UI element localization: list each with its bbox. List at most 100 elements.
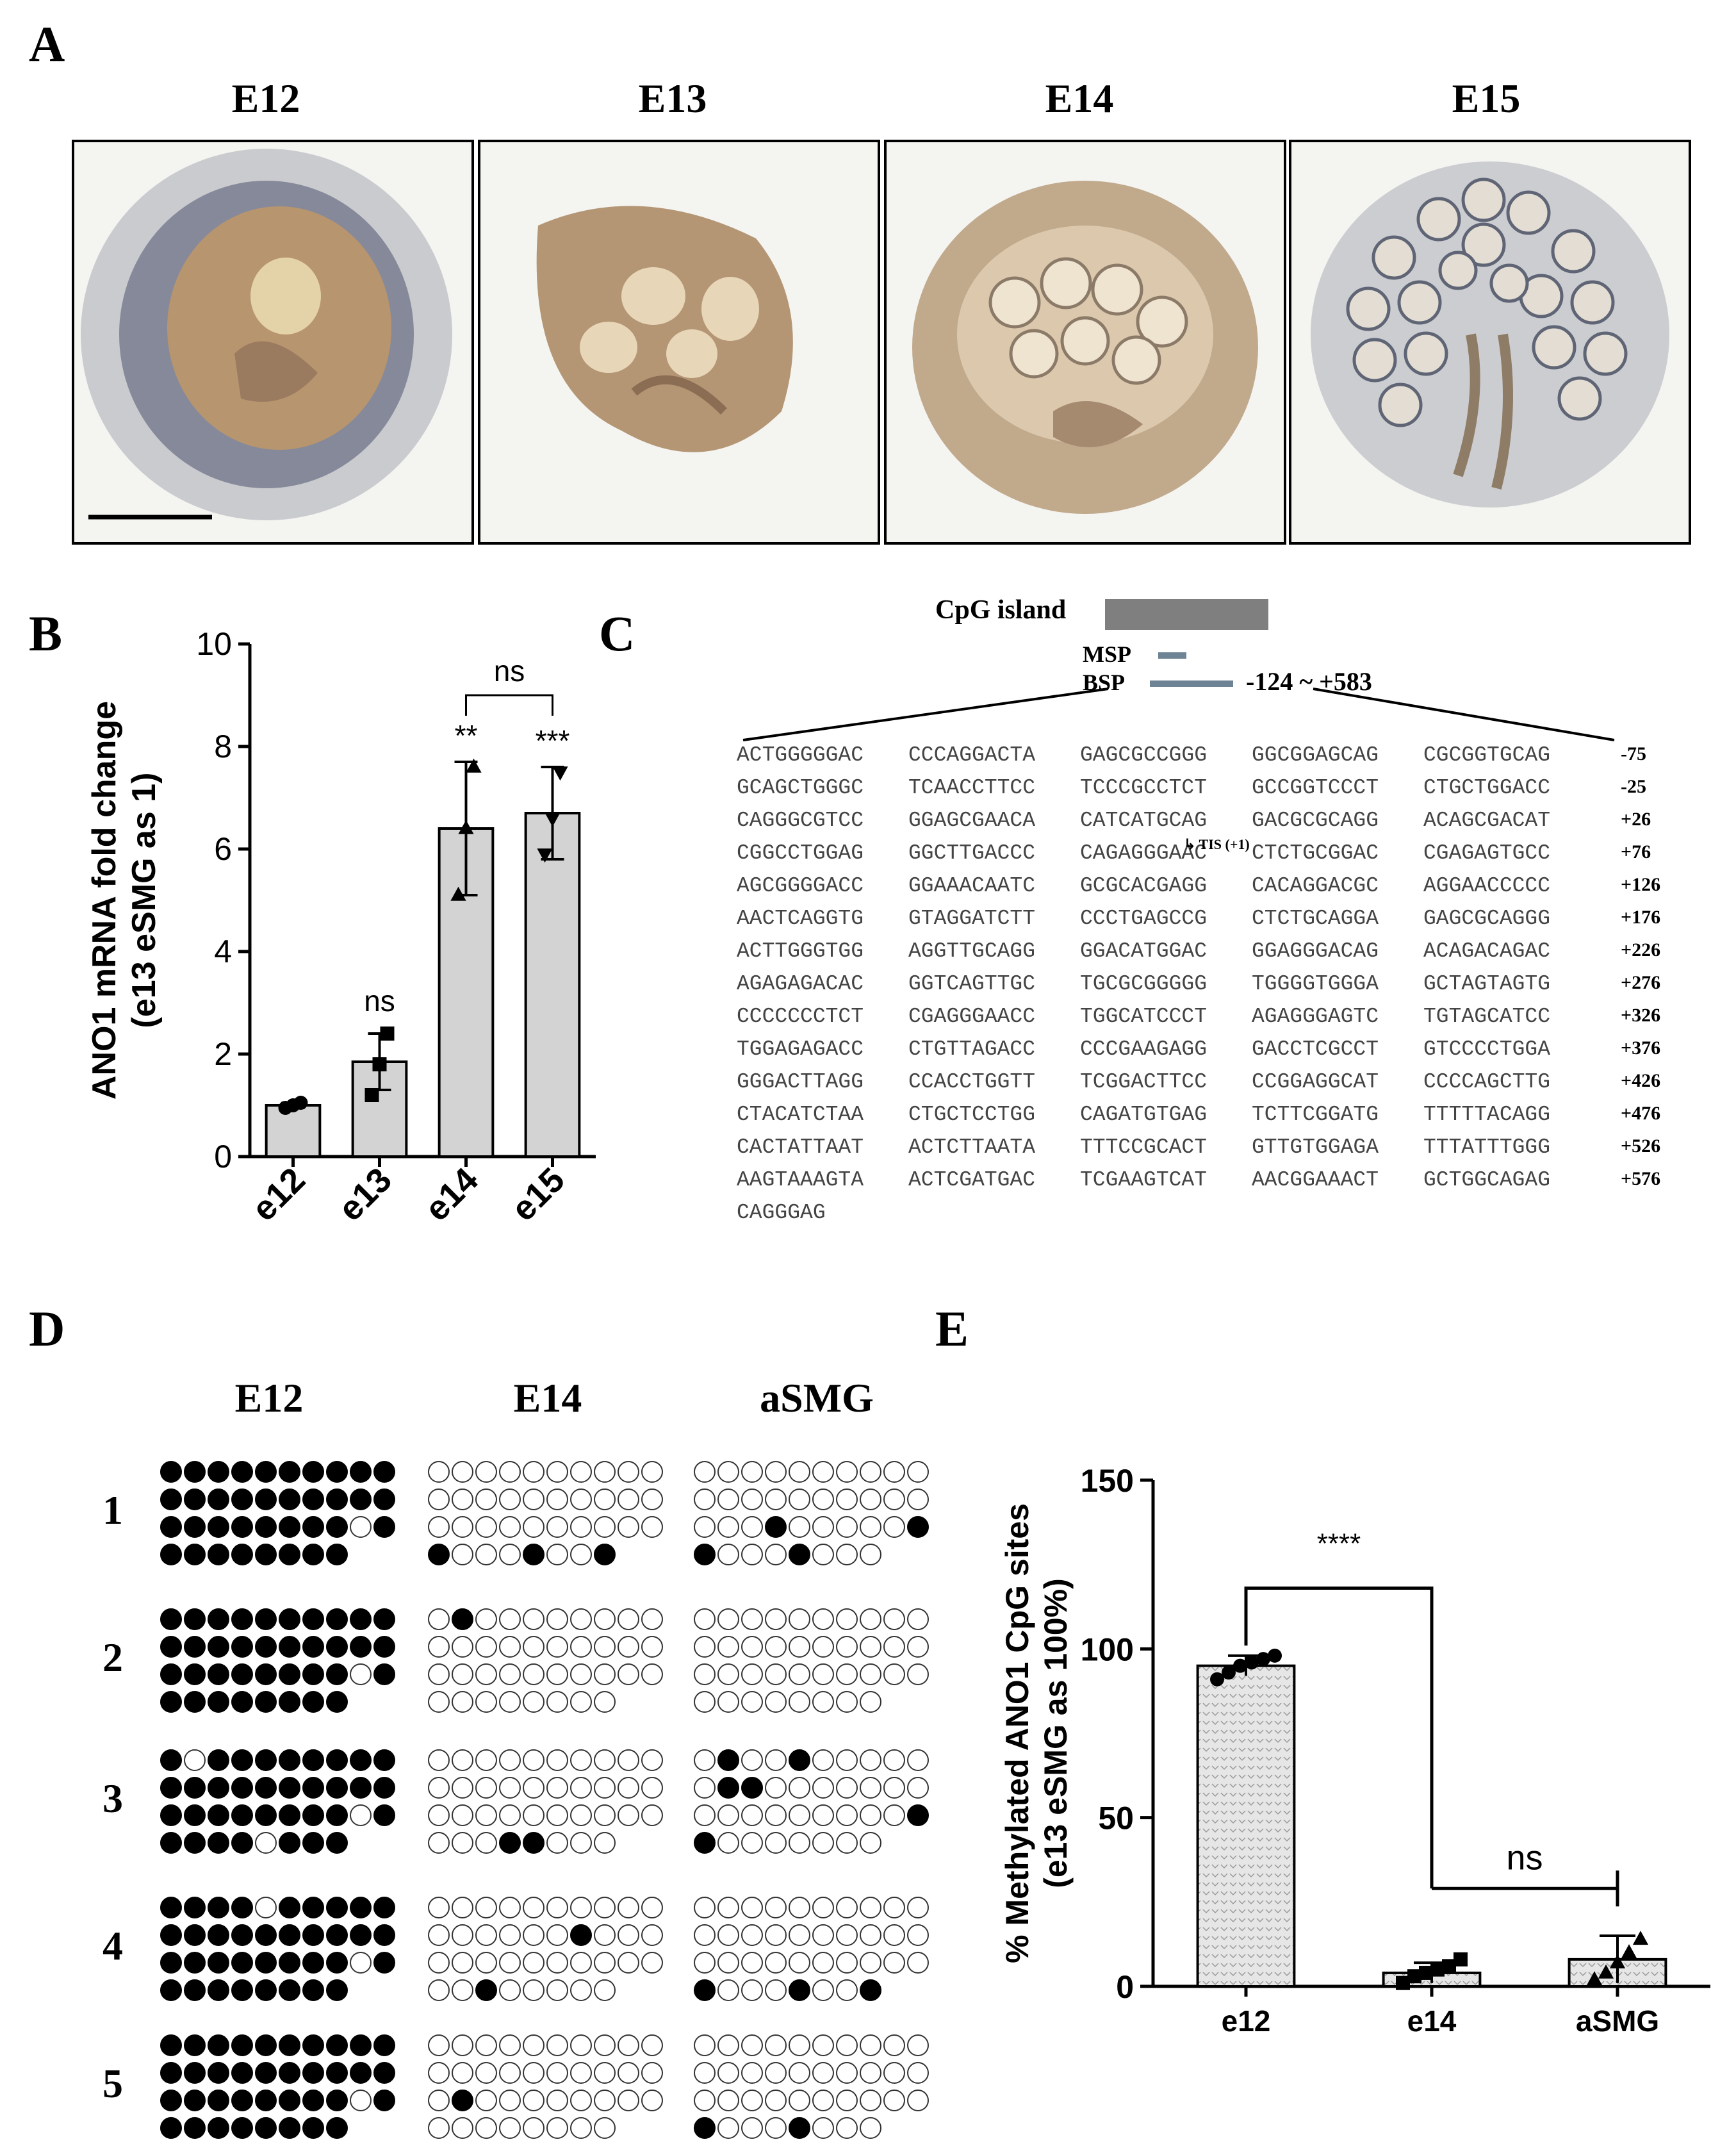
methylated-cpg-dot [302,2117,324,2139]
methylated-cpg-dot [208,2034,229,2056]
chart-e-point [1609,1954,1626,1968]
unmethylated-cpg-dot [789,1608,810,1630]
unmethylated-cpg-dot [812,1952,834,1974]
methylated-cpg-dot [350,1777,372,1799]
unmethylated-cpg-dot [741,1749,763,1771]
sequence-group: ACAGACAGAC [1423,939,1551,963]
unmethylated-cpg-dot [452,2034,473,2056]
chart-b-bracket [465,694,553,716]
unmethylated-cpg-dot [641,2090,663,2111]
sequence-group: AGGTTGCAGG [908,939,1036,963]
methylated-cpg-dot [373,2062,395,2084]
unmethylated-cpg-dot [475,1924,497,1946]
unmethylated-cpg-dot [812,1636,834,1658]
methylation-dot-row [428,2117,665,2141]
methylated-cpg-dot [373,2034,395,2056]
methylated-cpg-dot [302,1777,324,1799]
methylated-cpg-dot [231,1663,253,1685]
chart-e-ytick-label: 50 [1098,1801,1134,1836]
unmethylated-cpg-dot [812,1897,834,1918]
chart-b-point [293,1096,308,1110]
sequence-group: ACAGCGACAT [1423,809,1551,832]
unmethylated-cpg-dot [907,1608,929,1630]
unmethylated-cpg-dot [350,2090,372,2111]
unmethylated-cpg-dot [452,1636,473,1658]
unmethylated-cpg-dot [452,1924,473,1946]
unmethylated-cpg-dot [812,1832,834,1854]
unmethylated-cpg-dot [907,2090,929,2111]
sequence-position: +426 [1621,1070,1661,1091]
unmethylated-cpg-dot [594,1636,616,1658]
methylation-dot-row [694,1636,931,1660]
sequence-group: CACTATTAAT [737,1135,864,1159]
unmethylated-cpg-dot [428,2062,450,2084]
unmethylated-cpg-dot [546,1952,568,1974]
methylation-dot-row [694,1952,931,1976]
chart-e-bracket [1244,1587,1434,1889]
sequence-row: GCAGCTGGGC TCAACCTTCC TCCCGCCTCT GCCGGTCCCT… [737,776,1672,808]
chart-b-annotation: *** [536,724,570,757]
methylated-cpg-dot [302,1544,324,1565]
chart-e-point [1586,1971,1603,1986]
methylated-cpg-dot [160,1832,182,1854]
unmethylated-cpg-dot [765,1663,787,1685]
methylation-dot-row [160,1897,397,1921]
unmethylated-cpg-dot [836,2034,858,2056]
unmethylated-cpg-dot [523,1804,545,1826]
unmethylated-cpg-dot [883,2090,905,2111]
unmethylated-cpg-dot [883,1636,905,1658]
methylated-cpg-dot [570,1924,592,1946]
methylated-cpg-dot [231,2090,253,2111]
methylated-cpg-dot [373,1897,395,1918]
methylation-dot-row [694,1924,931,1949]
methylated-cpg-dot [231,2062,253,2084]
methylated-cpg-dot [160,1777,182,1799]
sequence-group: CATCATGCAG [1080,809,1208,832]
methylation-dot-row [428,1636,665,1660]
chart-e-annotation: ns [1506,1838,1543,1877]
methylation-dot-row [428,1952,665,1976]
methylation-dot-row [428,1979,665,2004]
unmethylated-cpg-dot [452,1952,473,1974]
unmethylated-cpg-dot [883,2062,905,2084]
chart-e-methylation: % Methylated ANO1 CpG sites(e13 eSMG as … [999,1463,1710,2038]
chart-e-point [1233,1658,1247,1673]
unmethylated-cpg-dot [883,1461,905,1483]
methylated-cpg-dot [208,1488,229,1510]
unmethylated-cpg-dot [836,1608,858,1630]
unmethylated-cpg-dot [428,1804,450,1826]
unmethylated-cpg-dot [836,1832,858,1854]
unmethylated-cpg-dot [475,1461,497,1483]
methylated-cpg-dot [184,2062,206,2084]
unmethylated-cpg-dot [594,1777,616,1799]
methylated-cpg-dot [326,1691,348,1713]
unmethylated-cpg-dot [594,1804,616,1826]
unmethylated-cpg-dot [570,1804,592,1826]
unmethylated-cpg-dot [475,1952,497,1974]
unmethylated-cpg-dot [694,2090,716,2111]
methylation-dot-row [428,2034,665,2059]
unmethylated-cpg-dot [836,1516,858,1538]
unmethylated-cpg-dot [618,1488,639,1510]
methylation-dot-row [694,1608,931,1633]
unmethylated-cpg-dot [765,1544,787,1565]
methylation-dot-row [428,1924,665,1949]
sequence-group: AACGGAAACT [1252,1168,1379,1192]
unmethylated-cpg-dot [741,1804,763,1826]
methylated-cpg-dot [255,1516,277,1538]
methylation-dot-row [694,1897,931,1921]
unmethylated-cpg-dot [570,2090,592,2111]
unmethylated-cpg-dot [523,1952,545,1974]
unmethylated-cpg-dot [546,1749,568,1771]
sequence-position: +126 [1621,874,1661,895]
sequence-group: TGGAGAGACC [737,1037,864,1061]
unmethylated-cpg-dot [523,1608,545,1630]
unmethylated-cpg-dot [717,1488,739,1510]
methylated-cpg-dot [231,2117,253,2139]
unmethylated-cpg-dot [789,1924,810,1946]
unmethylated-cpg-dot [860,1952,881,1974]
unmethylated-cpg-dot [618,1749,639,1771]
unmethylated-cpg-dot [523,1488,545,1510]
unmethylated-cpg-dot [741,1461,763,1483]
chart-e-point [1598,1964,1614,1979]
